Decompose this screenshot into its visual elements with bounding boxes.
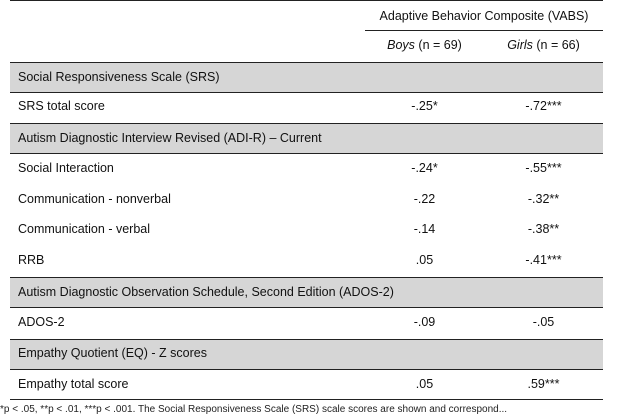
- girls-value: -.05: [532, 315, 555, 329]
- row-label: Communication - nonverbal: [18, 192, 171, 206]
- boys-value: -.14: [413, 222, 436, 236]
- boys-value: -.09: [413, 315, 436, 329]
- boys-value: .05: [415, 377, 434, 391]
- row-label: Communication - verbal: [18, 222, 150, 236]
- boys-column-header: Boys (n = 69): [387, 38, 462, 52]
- section-title: Autism Diagnostic Interview Revised (ADI…: [18, 131, 322, 145]
- group-header-rule: [365, 30, 603, 31]
- boys-value: -.24*: [411, 161, 438, 175]
- section-rule: [10, 277, 603, 278]
- girls-value: -.72***: [525, 99, 562, 113]
- row-label: SRS total score: [18, 99, 105, 113]
- column-group-header: Adaptive Behavior Composite (VABS): [379, 9, 589, 23]
- row-label: RRB: [18, 253, 45, 267]
- section-rule: [10, 123, 603, 124]
- table-footnote: *p < .05, **p < .01, ***p < .001. The So…: [0, 404, 508, 415]
- row-label: Social Interaction: [18, 161, 114, 175]
- girls-value: -.41***: [525, 253, 562, 267]
- section-rule: [10, 62, 603, 63]
- section-band-srs: [10, 62, 603, 92]
- boys-value: .05: [415, 253, 434, 267]
- girls-value: .59***: [527, 377, 560, 391]
- section-rule: [10, 369, 603, 370]
- section-band-adir: [10, 123, 603, 153]
- girls-column-header: Girls (n = 66): [507, 38, 580, 52]
- boys-value: -.22: [413, 192, 436, 206]
- section-rule: [10, 339, 603, 340]
- section-title: Empathy Quotient (EQ) - Z scores: [18, 346, 207, 360]
- section-band-eq: [10, 339, 603, 369]
- row-label: Empathy total score: [18, 377, 129, 391]
- section-rule: [10, 307, 603, 308]
- section-band-ados: [10, 277, 603, 307]
- bottom-rule: [10, 399, 603, 400]
- girls-value: -.32**: [527, 192, 560, 206]
- section-rule: [10, 153, 603, 154]
- section-title: Autism Diagnostic Observation Schedule, …: [18, 285, 394, 299]
- girls-value: -.38**: [527, 222, 560, 236]
- girls-value: -.55***: [525, 161, 562, 175]
- boys-value: -.25*: [411, 99, 438, 113]
- section-title: Social Responsiveness Scale (SRS): [18, 70, 220, 84]
- row-label: ADOS-2: [18, 315, 65, 329]
- section-rule: [10, 92, 603, 93]
- top-rule: [10, 0, 603, 1]
